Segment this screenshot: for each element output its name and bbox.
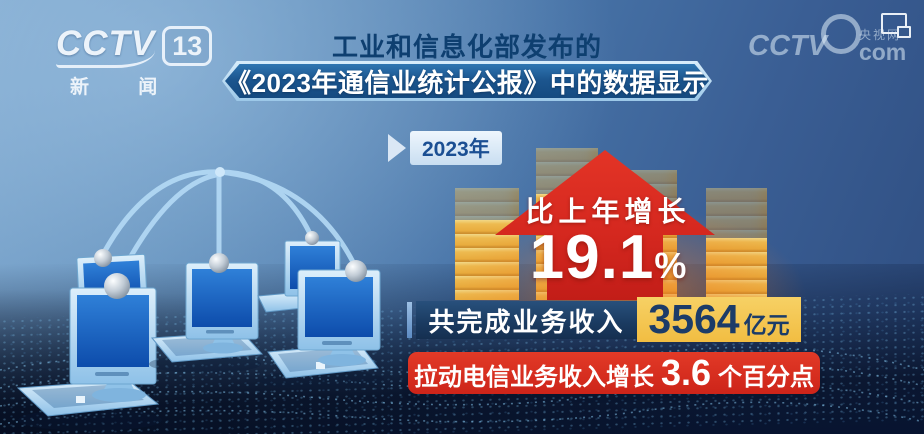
watermark-ring-icon (820, 14, 861, 54)
network-arcs (97, 169, 361, 287)
cctv13-channel-number: 13 (162, 26, 213, 66)
headline-line2: 《2023年通信业统计公报》中的数据显示 (225, 67, 709, 98)
watermark-brand-text: CCTV (748, 29, 827, 62)
impact-prefix: 拉动电信业务收入增长 (413, 364, 654, 391)
headline-line1: 工业和信息化部发布的 (331, 32, 602, 62)
monitor-front-left (16, 287, 162, 431)
cctv13-logo: CCTV 13 新 闻 (56, 24, 213, 99)
screen-mirror-icon-inner (897, 26, 911, 38)
growth-caption: 比上年增长 (525, 196, 691, 227)
growth-value-group: 19.1% (498, 222, 718, 293)
cctv-com-watermark: CCTV 央视网 com (748, 14, 907, 65)
impact-suffix: 个百分点 (718, 364, 815, 391)
monitor-front-right (260, 269, 384, 390)
year-tag: 2023年 (410, 131, 502, 165)
impact-value: 3.6 (660, 352, 712, 393)
cctv13-subtitle: 新 闻 (70, 77, 180, 98)
revenue-value-box: 3564 亿元 (637, 297, 801, 342)
cctv13-brand-text: CCTV (56, 24, 156, 68)
watermark-site-cn: 央视网 (858, 27, 901, 42)
revenue-unit: 亿元 (743, 312, 790, 338)
growth-value: 19.1 (529, 223, 655, 292)
growth-arrow (495, 150, 715, 300)
monitor-middle (149, 262, 264, 373)
watermark-site-en: com (858, 38, 907, 65)
revenue-label: 共完成业务收入 (416, 301, 637, 339)
impact-bar: 拉动电信业务收入增长 3.6 个百分点 (408, 352, 820, 394)
screen-mirror-icon[interactable] (881, 13, 911, 38)
headline-banner: 《2023年通信业统计公报》中的数据显示 (222, 61, 712, 101)
network-computers-illustration (16, 167, 384, 431)
growth-unit: % (654, 245, 687, 286)
play-triangle-icon (388, 134, 406, 162)
network-node-spheres (94, 167, 367, 299)
revenue-accent-stripe (407, 302, 412, 338)
year-tag-group: 2023年 (388, 131, 502, 165)
revenue-value: 3564 (648, 296, 740, 342)
